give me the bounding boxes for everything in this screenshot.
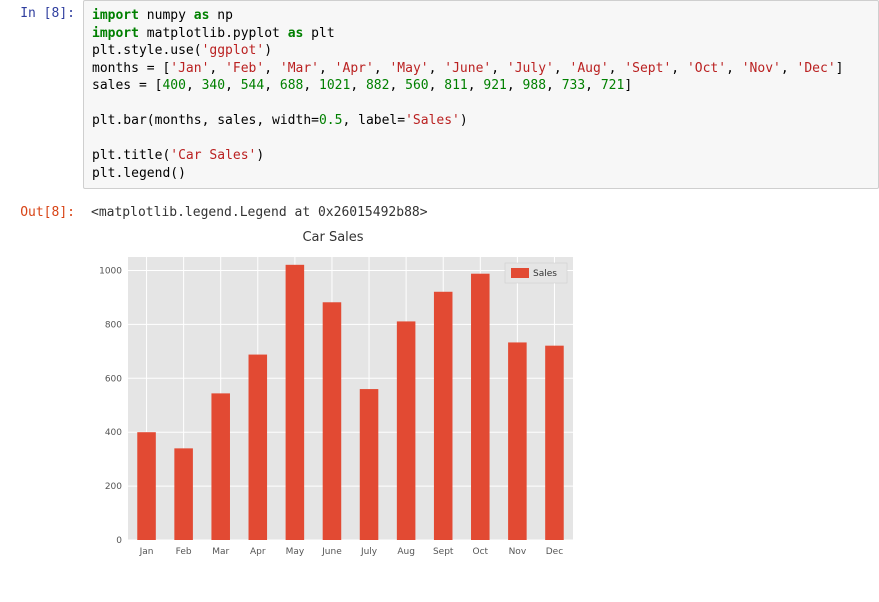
bar: [434, 292, 453, 540]
string-literal: 'Sales': [405, 113, 460, 128]
module-matplotlib: matplotlib.pyplot: [147, 26, 280, 41]
bar: [286, 265, 305, 540]
string-literal: 'ggplot': [202, 43, 265, 58]
x-tick-label: Apr: [250, 547, 266, 557]
x-tick-label: Aug: [397, 547, 415, 557]
keyword-import: import: [92, 26, 139, 41]
code-plain: ): [256, 148, 264, 163]
code-line-sales: sales = [400, 340, 544, 688, 1021, 882, …: [92, 78, 632, 93]
keyword-import: import: [92, 8, 139, 23]
x-tick-label: July: [360, 547, 378, 557]
chart-title: Car Sales: [83, 230, 583, 245]
bar: [360, 390, 379, 541]
bar: [545, 346, 564, 540]
input-cell: In [8]: import numpy as np import matplo…: [0, 0, 879, 189]
keyword-as: as: [288, 26, 304, 41]
bar: [249, 355, 268, 540]
y-tick-label: 600: [105, 375, 122, 385]
x-tick-label: Dec: [546, 547, 563, 557]
alias-plt: plt: [311, 26, 334, 41]
code-plain: plt.title(: [92, 148, 170, 163]
x-tick-label: June: [321, 547, 342, 557]
number-literal: 0.5: [319, 113, 342, 128]
code-input-area[interactable]: import numpy as np import matplotlib.pyp…: [83, 0, 879, 189]
x-tick-label: May: [286, 547, 305, 557]
x-tick-label: Sept: [433, 547, 454, 557]
x-tick-label: Nov: [509, 547, 527, 557]
bar: [323, 303, 342, 541]
code-plain: plt.style.use(: [92, 43, 202, 58]
plot-background: [128, 257, 573, 540]
x-tick-label: Jan: [139, 547, 154, 557]
x-tick-label: Oct: [473, 547, 489, 557]
code-plain: ): [460, 113, 468, 128]
code-plain: ): [264, 43, 272, 58]
code-plain: plt.bar(months, sales, width=: [92, 113, 319, 128]
keyword-as: as: [194, 8, 210, 23]
bar: [137, 433, 156, 541]
chart-output: Car Sales 0 200 400 600 800 1000 Jan Feb Mar Apr M…: [83, 230, 583, 567]
y-tick-label: 800: [105, 321, 122, 331]
legend-label: Sales: [533, 269, 557, 279]
code-line-months: months = ['Jan', 'Feb', 'Mar', 'Apr', 'M…: [92, 61, 844, 76]
legend-swatch: [511, 268, 529, 278]
alias-np: np: [217, 8, 233, 23]
code-plain: plt.legend(): [92, 166, 186, 181]
y-tick-label: 200: [105, 483, 122, 493]
y-tick-label: 0: [116, 536, 122, 546]
bar: [397, 322, 416, 541]
bar: [174, 449, 193, 541]
module-numpy: numpy: [147, 8, 186, 23]
bar: [508, 343, 527, 541]
output-prompt: Out[8]:: [0, 199, 83, 224]
bar: [471, 274, 490, 540]
x-tick-label: Feb: [176, 547, 192, 557]
output-text-area: <matplotlib.legend.Legend at 0x26015492b…: [83, 199, 879, 226]
bar: [211, 394, 230, 541]
y-tick-label: 400: [105, 429, 122, 439]
code-plain: , label=: [342, 113, 405, 128]
y-tick-label: 1000: [99, 267, 122, 277]
bar-chart: 0 200 400 600 800 1000 Jan Feb Mar Apr May June July…: [83, 247, 583, 567]
output-cell: Out[8]: <matplotlib.legend.Legend at 0x2…: [0, 199, 879, 226]
string-literal: 'Car Sales': [170, 148, 256, 163]
x-tick-label: Mar: [212, 547, 229, 557]
input-prompt: In [8]:: [0, 0, 83, 25]
